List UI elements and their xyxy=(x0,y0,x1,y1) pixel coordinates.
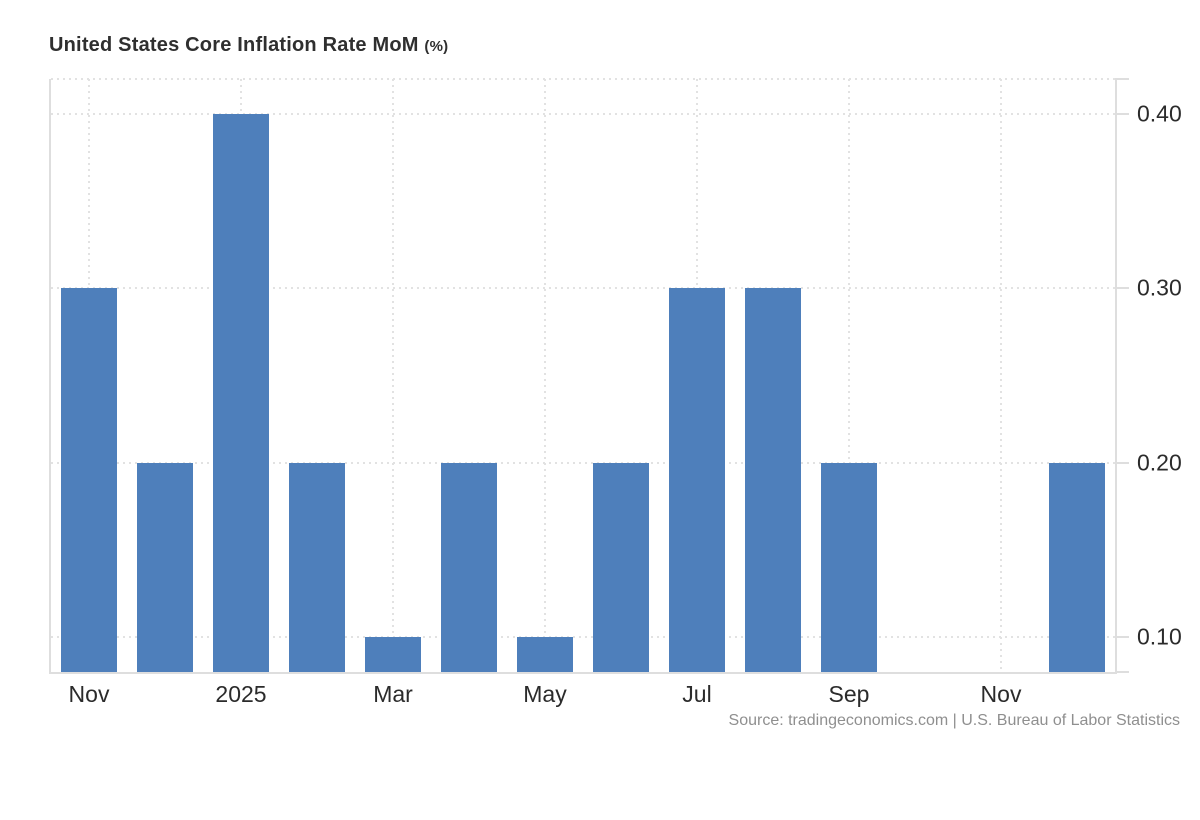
bar-dec-2024[interactable] xyxy=(137,462,193,672)
axis-edge-tick xyxy=(1115,671,1129,673)
chart-title-unit: (%) xyxy=(424,38,449,55)
bar-apr-2025[interactable] xyxy=(441,462,497,672)
x-axis-label: Nov xyxy=(980,681,1022,707)
plot-top-border xyxy=(51,78,1115,80)
x-gridline-May xyxy=(544,79,546,672)
bar-may-2025[interactable] xyxy=(517,637,573,672)
x-axis-label: Nov xyxy=(68,681,110,707)
y-tick-mark xyxy=(1115,287,1129,290)
x-gridline-Mar xyxy=(392,79,394,672)
bar-nov-2024[interactable] xyxy=(61,288,117,672)
x-axis-label: Sep xyxy=(828,681,870,707)
y-axis-label: 0.40 xyxy=(1137,100,1182,127)
y-gridline-0.40 xyxy=(51,112,1115,115)
y-axis-label: 0.10 xyxy=(1137,623,1182,650)
chart-title: United States Core Inflation Rate MoM (%… xyxy=(49,34,448,57)
y-tick-mark xyxy=(1115,461,1129,464)
bar-dec-2025[interactable] xyxy=(1049,462,1105,672)
y-axis-label: 0.30 xyxy=(1137,274,1182,301)
bar-aug-2025[interactable] xyxy=(745,288,801,672)
x-gridline-Nov xyxy=(1000,79,1002,672)
bar-sep-2025[interactable] xyxy=(821,462,877,672)
y-gridline-0.20 xyxy=(51,461,1115,464)
y-gridline-0.30 xyxy=(51,287,1115,290)
y-axis-label: 0.20 xyxy=(1137,449,1182,476)
x-axis-label: Jul xyxy=(682,681,712,707)
plot-area: 0.40 0.30 0.20 0.10 Nov 2025 Mar May Jul Sep Nov xyxy=(49,78,1182,707)
x-axis-label: 2025 xyxy=(215,681,267,707)
y-tick-mark xyxy=(1115,636,1129,639)
y-gridline-0.10 xyxy=(51,636,1115,639)
x-axis-label: Mar xyxy=(373,681,413,707)
source-attribution: Source: tradingeconomics.com | U.S. Bure… xyxy=(728,712,1180,729)
y-tick-mark xyxy=(1115,112,1129,115)
x-gridline-Sep xyxy=(848,79,850,672)
bar-mar-2025[interactable] xyxy=(365,637,421,672)
chart-title-text: United States Core Inflation Rate MoM xyxy=(49,34,419,56)
x-axis-label: May xyxy=(523,681,567,707)
axis-edge-tick xyxy=(1115,78,1129,80)
bar-jun-2025[interactable] xyxy=(593,462,649,672)
bar-jan-2025[interactable] xyxy=(213,113,269,672)
bar-jul-2025[interactable] xyxy=(669,288,725,672)
bar-feb-2025[interactable] xyxy=(289,462,345,672)
